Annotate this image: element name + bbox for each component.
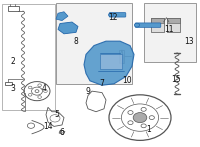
Circle shape	[134, 23, 140, 27]
Text: 9: 9	[86, 87, 90, 96]
Text: 12: 12	[108, 13, 118, 22]
Polygon shape	[58, 22, 78, 34]
FancyBboxPatch shape	[135, 23, 161, 27]
Text: 13: 13	[184, 37, 194, 46]
Text: 8: 8	[74, 37, 78, 46]
Text: 5: 5	[55, 110, 59, 119]
FancyBboxPatch shape	[109, 13, 126, 17]
Bar	[5, 82, 12, 85]
Text: 14: 14	[43, 122, 53, 131]
Text: 4: 4	[42, 84, 46, 93]
Bar	[166, 18, 180, 23]
Bar	[2, 4, 55, 110]
Text: 15: 15	[171, 75, 181, 84]
Polygon shape	[84, 41, 134, 85]
Circle shape	[109, 13, 113, 17]
Text: 6: 6	[60, 128, 64, 137]
Bar	[100, 54, 122, 69]
Text: 1: 1	[147, 125, 151, 134]
Text: 7: 7	[100, 79, 104, 88]
Text: 11: 11	[164, 25, 174, 34]
Bar	[56, 3, 132, 84]
Text: 10: 10	[122, 76, 132, 85]
Bar	[144, 3, 196, 62]
Polygon shape	[56, 12, 68, 21]
Text: 2: 2	[11, 57, 15, 66]
Bar	[166, 18, 180, 32]
Circle shape	[133, 113, 147, 123]
Bar	[119, 50, 124, 63]
Bar	[151, 18, 164, 23]
Text: 3: 3	[11, 84, 15, 93]
Bar	[151, 18, 164, 32]
Bar	[8, 6, 19, 11]
